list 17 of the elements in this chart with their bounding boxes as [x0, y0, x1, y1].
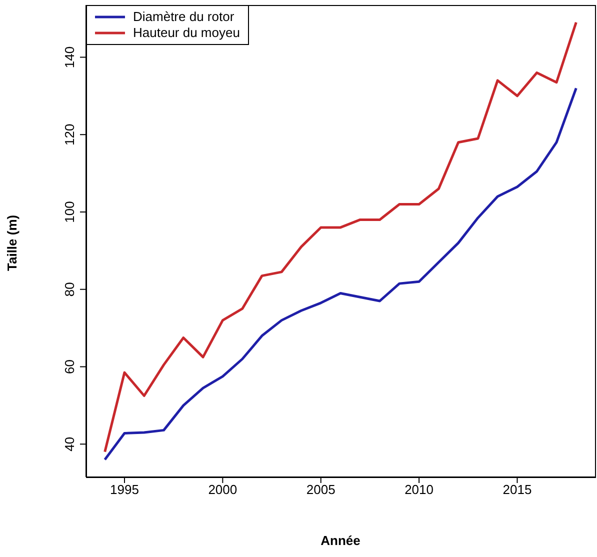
x-tick-label: 1995	[110, 482, 139, 498]
y-tick-label: 40	[62, 436, 77, 452]
y-tick-label: 140	[62, 46, 77, 68]
line-series	[104, 86, 578, 461]
x-tick-label: 2015	[502, 482, 532, 498]
x-tick-label: 2010	[404, 482, 434, 498]
y-tick-label: 100	[62, 201, 77, 223]
x-axis-title: Année	[320, 533, 360, 548]
x-tick-label: 2000	[208, 482, 238, 498]
legend-label: Diamètre du rotor	[133, 9, 234, 25]
legend-label: Hauteur du moyeu	[133, 25, 240, 41]
y-tick-label: 120	[62, 124, 77, 146]
y-tick-label: 80	[62, 282, 77, 297]
line-series	[104, 21, 578, 454]
x-tick-label: 2005	[306, 482, 336, 498]
y-axis-title: Taille (m)	[4, 214, 20, 271]
y-tick-label: 60	[62, 360, 77, 374]
